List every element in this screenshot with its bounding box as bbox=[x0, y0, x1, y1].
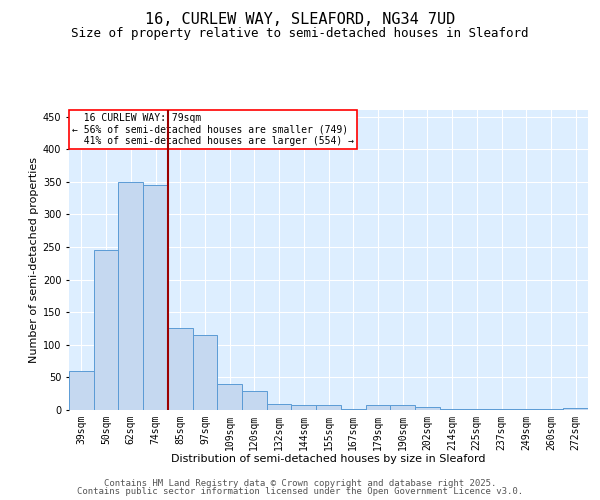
Text: 16 CURLEW WAY: 79sqm
← 56% of semi-detached houses are smaller (749)
  41% of se: 16 CURLEW WAY: 79sqm ← 56% of semi-detac… bbox=[71, 113, 353, 146]
Bar bbox=[168, 328, 193, 410]
X-axis label: Distribution of semi-detached houses by size in Sleaford: Distribution of semi-detached houses by … bbox=[171, 454, 486, 464]
Bar bbox=[415, 408, 440, 410]
Bar bbox=[193, 335, 217, 410]
Bar bbox=[365, 406, 390, 410]
Text: 16, CURLEW WAY, SLEAFORD, NG34 7UD: 16, CURLEW WAY, SLEAFORD, NG34 7UD bbox=[145, 12, 455, 28]
Bar bbox=[341, 408, 365, 410]
Bar bbox=[292, 406, 316, 410]
Bar bbox=[242, 391, 267, 410]
Y-axis label: Number of semi-detached properties: Number of semi-detached properties bbox=[29, 157, 38, 363]
Bar bbox=[143, 185, 168, 410]
Bar bbox=[69, 371, 94, 410]
Text: Contains HM Land Registry data © Crown copyright and database right 2025.: Contains HM Land Registry data © Crown c… bbox=[104, 478, 496, 488]
Bar bbox=[390, 406, 415, 410]
Bar bbox=[267, 404, 292, 410]
Bar bbox=[217, 384, 242, 410]
Text: Contains public sector information licensed under the Open Government Licence v3: Contains public sector information licen… bbox=[77, 487, 523, 496]
Bar bbox=[118, 182, 143, 410]
Bar bbox=[563, 408, 588, 410]
Bar bbox=[464, 408, 489, 410]
Text: Size of property relative to semi-detached houses in Sleaford: Size of property relative to semi-detach… bbox=[71, 28, 529, 40]
Bar bbox=[94, 250, 118, 410]
Bar bbox=[316, 405, 341, 410]
